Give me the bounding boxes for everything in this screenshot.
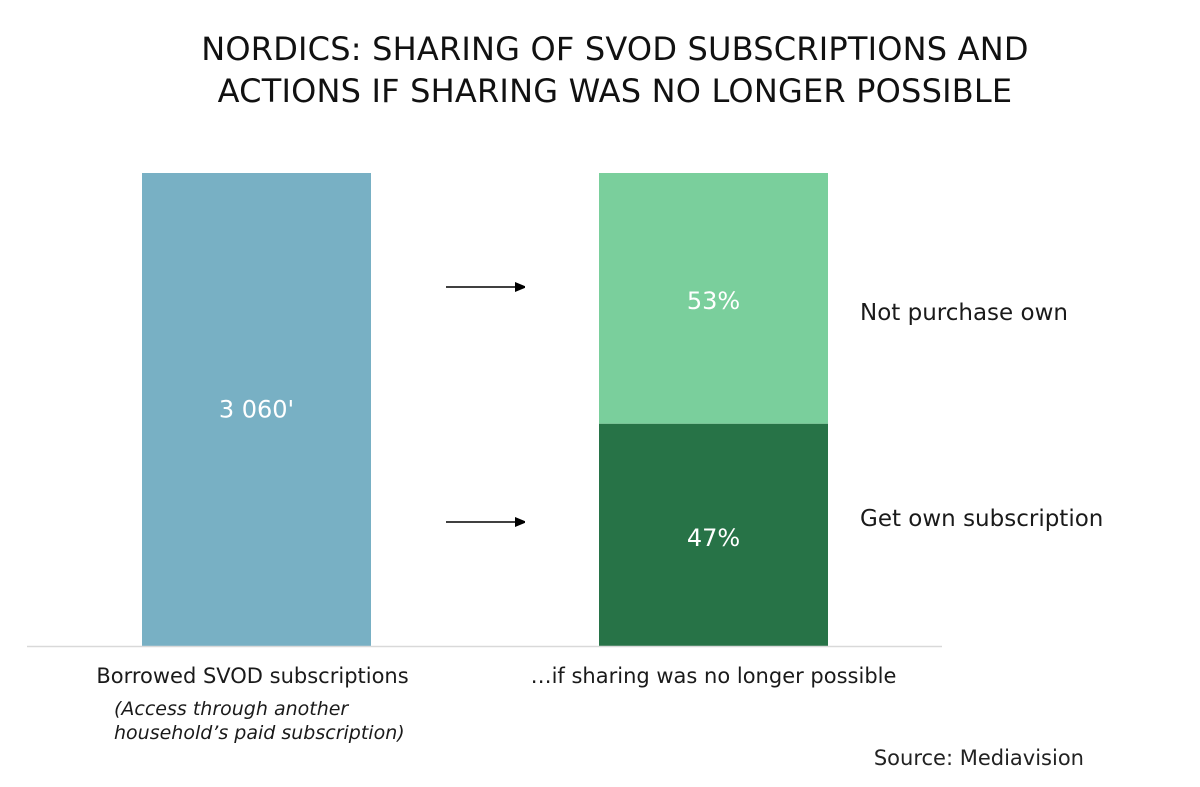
chart-title-line-1: NORDICS: SHARING OF SVOD SUBSCRIPTIONS A… xyxy=(201,30,1029,68)
chart-title-line-2: ACTIONS IF SHARING WAS NO LONGER POSSIBL… xyxy=(217,72,1013,110)
bar-segment-not-purchase-own xyxy=(599,173,828,424)
category-label-borrowed: Borrowed SVOD subscriptions xyxy=(96,664,408,688)
legend-label-not-purchase-own: Not purchase own xyxy=(860,300,1068,326)
bar-segment-get-own-subscription xyxy=(599,423,828,646)
category-note-line-1: (Access through another xyxy=(114,698,349,720)
category-label-if-sharing: …if sharing was no longer possible xyxy=(531,664,897,688)
legend-label-get-own-subscription: Get own subscription xyxy=(860,506,1103,532)
source-note: Source: Mediavision xyxy=(873,746,1084,770)
bar-borrowed-subscriptions xyxy=(142,173,371,646)
bar-segment-label-not-purchase-own: 53% xyxy=(687,287,740,315)
bar-borrowed-value-label: 3 060' xyxy=(219,396,294,424)
chart-title: NORDICS: SHARING OF SVOD SUBSCRIPTIONS A… xyxy=(0,28,1200,112)
bar-segment-label-get-own-subscription: 47% xyxy=(687,524,740,552)
category-note-line-2: household’s paid subscription) xyxy=(114,722,405,744)
